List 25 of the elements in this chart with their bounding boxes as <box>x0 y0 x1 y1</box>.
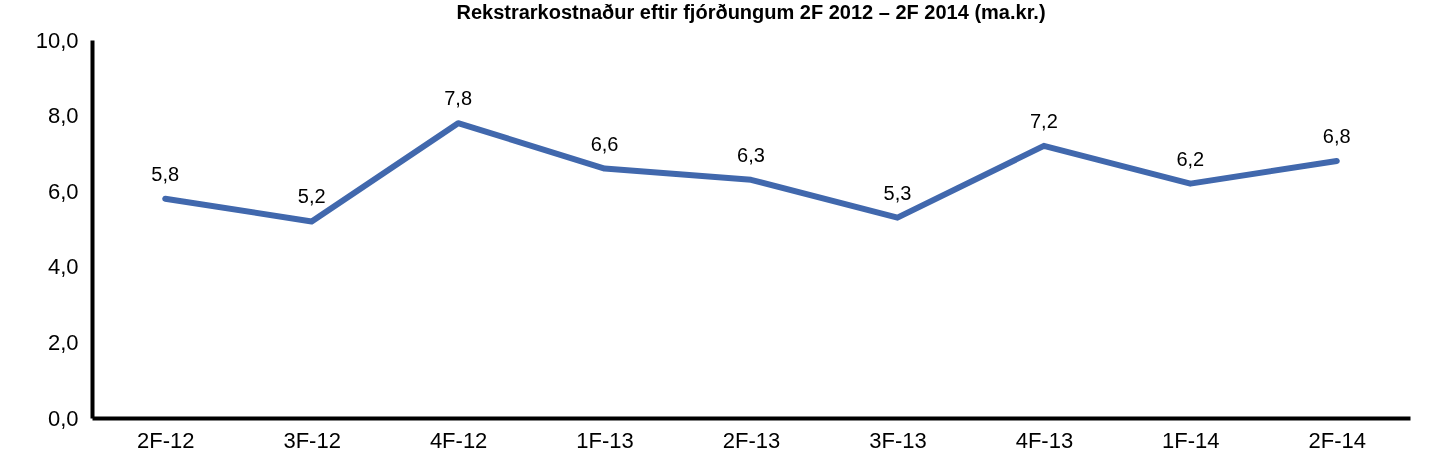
data-label: 7,2 <box>1029 109 1058 132</box>
x-tick-label: 3F-12 <box>283 427 341 453</box>
x-tick-label: 1F-13 <box>576 427 634 453</box>
x-tick-label: 3F-13 <box>869 427 927 453</box>
x-tick-label: 4F-13 <box>1015 427 1074 453</box>
y-tick-label: 8,0 <box>47 103 79 129</box>
x-tick-label: 2F-12 <box>136 427 195 453</box>
data-label: 6,2 <box>1176 147 1205 170</box>
y-tick-label: 10,0 <box>35 27 79 53</box>
y-tick-label: 2,0 <box>47 329 79 355</box>
chart-title: Rekstrarkostnaður eftir fjórðungum 2F 2012 – 2F 2014 (ma.kr.) <box>456 1 1046 23</box>
data-label: 6,6 <box>590 132 619 155</box>
y-tick-label: 0,0 <box>47 405 79 431</box>
data-label: 5,2 <box>297 185 326 208</box>
data-label: 7,8 <box>444 87 473 110</box>
x-tick-label: 1F-14 <box>1162 427 1220 453</box>
y-tick-label: 4,0 <box>47 254 79 280</box>
data-label: 6,3 <box>737 143 765 166</box>
x-tick-label: 2F-14 <box>1308 427 1367 453</box>
x-tick-label: 2F-13 <box>722 427 781 453</box>
data-label: 6,8 <box>1322 124 1351 147</box>
data-label: 5,8 <box>151 162 180 185</box>
data-label: 5,3 <box>883 181 912 204</box>
x-tick-label: 4F-12 <box>429 427 488 453</box>
y-tick-label: 6,0 <box>47 178 79 204</box>
